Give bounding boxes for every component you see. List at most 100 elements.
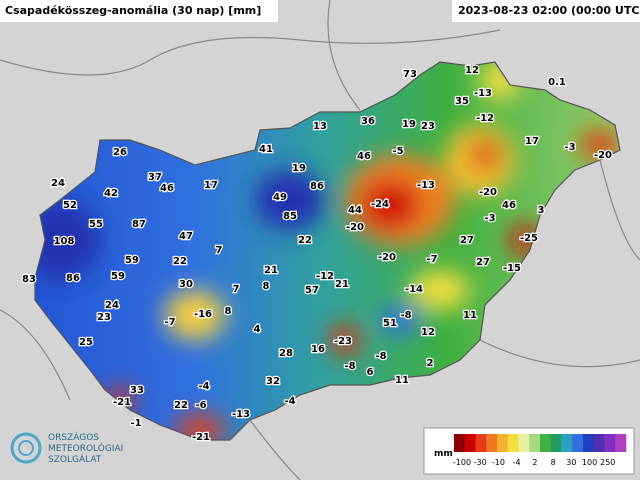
station-value: 52 — [63, 200, 77, 211]
station-value: 41 — [259, 144, 273, 155]
station-value: 36 — [361, 116, 375, 127]
station-value: 0.1 — [548, 77, 566, 88]
station-value: 108 — [54, 236, 75, 247]
station-value: -25 — [520, 233, 538, 244]
station-value: 28 — [279, 348, 293, 359]
station-value: 26 — [113, 147, 127, 158]
station-value: 2 — [427, 358, 434, 369]
station-value: -13 — [474, 88, 492, 99]
station-value: 8 — [225, 306, 232, 317]
title-box — [0, 0, 278, 22]
station-value: -16 — [194, 309, 212, 320]
legend-swatch — [540, 434, 552, 452]
legend-swatch — [604, 434, 616, 452]
station-value: 12 — [421, 327, 435, 338]
station-value: 13 — [313, 121, 327, 132]
station-value: 85 — [283, 211, 297, 222]
station-value: 59 — [125, 255, 139, 266]
station-value: -20 — [479, 187, 497, 198]
station-value: -12 — [316, 271, 334, 282]
station-value: -6 — [195, 400, 206, 411]
station-value: 21 — [335, 279, 349, 290]
station-value: 46 — [357, 151, 371, 162]
station-value: 11 — [395, 375, 409, 386]
legend-swatch — [475, 434, 487, 452]
legend-swatch — [593, 434, 605, 452]
station-value: 86 — [310, 181, 324, 192]
station-value: 7 — [233, 284, 240, 295]
station-value: -24 — [371, 199, 389, 210]
legend-label: -100 — [453, 458, 471, 467]
station-value: 47 — [179, 231, 193, 242]
station-value: 86 — [66, 273, 80, 284]
station-value: -20 — [378, 252, 396, 263]
station-value: 23 — [97, 312, 111, 323]
station-value: 3 — [538, 205, 545, 216]
title: Csapadékösszeg-anomália (30 nap) [mm] — [5, 4, 261, 17]
station-value: -15 — [503, 263, 521, 274]
station-value: 11 — [463, 310, 477, 321]
station-value: -8 — [400, 310, 411, 321]
legend-swatch — [486, 434, 498, 452]
station-value: 16 — [311, 344, 325, 355]
station-value: 6 — [367, 367, 374, 378]
station-value: 33 — [130, 385, 144, 396]
station-value: -3 — [564, 142, 575, 153]
station-value: -21 — [113, 397, 131, 408]
logo-line: ORSZÁGOS — [48, 431, 99, 443]
station-value: -20 — [346, 222, 364, 233]
legend-swatch — [615, 434, 627, 452]
time-box — [452, 0, 640, 22]
legend-unit: mm — [434, 449, 453, 459]
station-value: 17 — [525, 136, 539, 147]
station-value: -4 — [284, 396, 295, 407]
station-value: 83 — [22, 274, 36, 285]
station-value: 46 — [502, 200, 516, 211]
legend-label: 8 — [551, 458, 556, 467]
station-value: 24 — [105, 300, 119, 311]
station-value: 7 — [216, 245, 223, 256]
station-value: 25 — [79, 337, 93, 348]
station-value: 17 — [204, 180, 218, 191]
logo-line: METEOROLÓGIAI — [48, 442, 123, 454]
legend-label: -30 — [474, 458, 487, 467]
station-value: -7 — [164, 317, 175, 328]
station-value: 24 — [51, 178, 65, 189]
station-value: 22 — [174, 400, 188, 411]
station-value: -3 — [484, 213, 495, 224]
legend-swatch — [507, 434, 519, 452]
station-value: 32 — [266, 376, 280, 387]
station-value: -13 — [417, 180, 435, 191]
legend-label: 30 — [566, 458, 576, 467]
station-value: 8 — [263, 281, 270, 292]
legend-swatch — [518, 434, 530, 452]
logo: ORSZÁGOS METEOROLÓGIAI SZOLGÁLAT — [10, 431, 123, 465]
station-value: -20 — [594, 150, 612, 161]
legend-swatch — [583, 434, 595, 452]
station-value: 27 — [460, 235, 474, 246]
station-value: 59 — [111, 271, 125, 282]
legend-label: 2 — [532, 458, 537, 467]
station-value: -13 — [232, 409, 250, 420]
station-value: 21 — [264, 265, 278, 276]
station-value: -8 — [344, 361, 355, 372]
station-value: 4 — [254, 324, 261, 335]
station-value: 55 — [89, 219, 103, 230]
station-value: -5 — [392, 146, 403, 157]
station-value: 87 — [132, 219, 146, 230]
legend-swatch — [497, 434, 509, 452]
station-value: 12 — [465, 65, 479, 76]
station-value: 27 — [476, 257, 490, 268]
station-value: 35 — [455, 96, 469, 107]
station-value: 23 — [421, 121, 435, 132]
legend-swatch — [572, 434, 584, 452]
legend-label: -10 — [492, 458, 505, 467]
station-value: 19 — [402, 119, 416, 130]
station-value: -1 — [130, 418, 141, 429]
station-value: -14 — [405, 284, 423, 295]
legend-swatch — [454, 434, 466, 452]
legend-label: -4 — [513, 458, 521, 467]
legend-label: 250 — [600, 458, 615, 467]
